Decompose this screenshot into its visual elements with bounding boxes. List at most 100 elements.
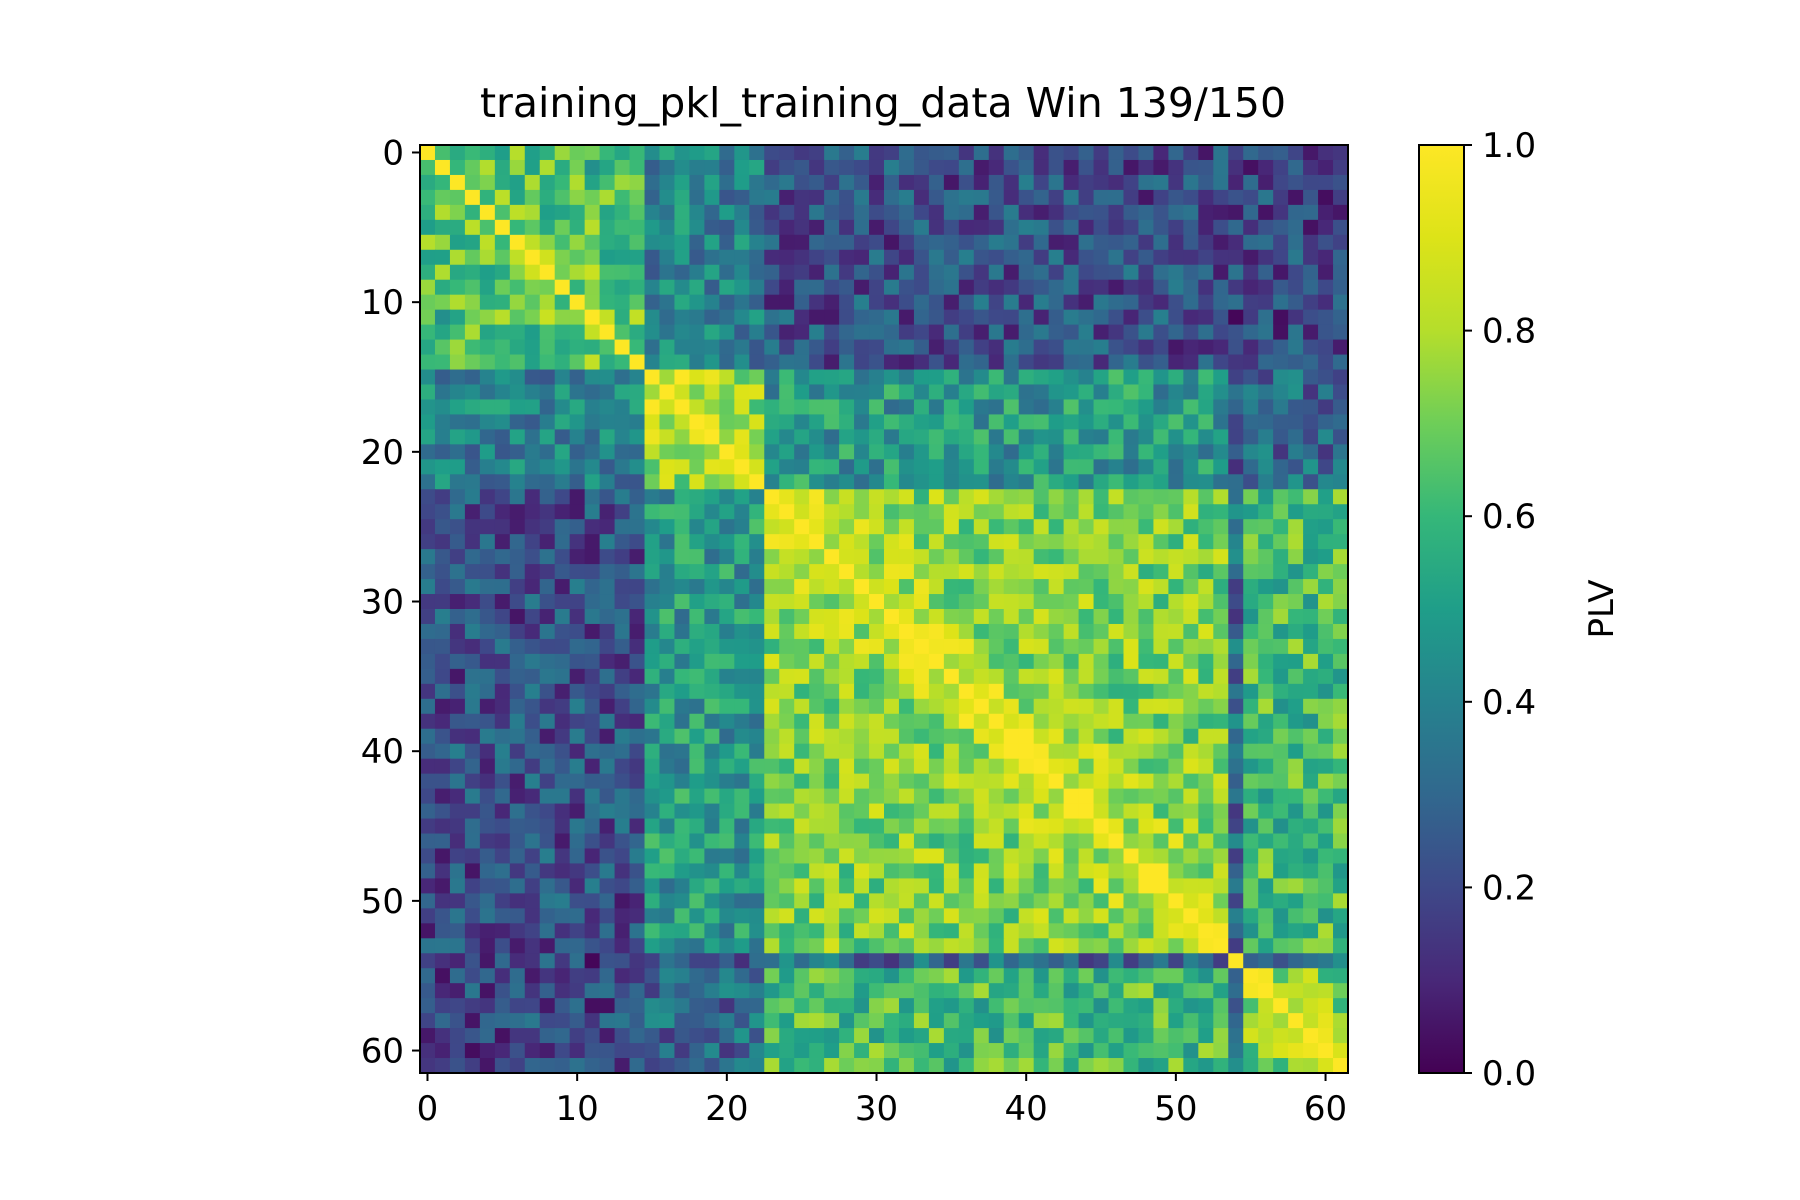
heatmap-cell [734,638,750,655]
heatmap-cell [689,399,705,416]
heatmap-cell [1303,309,1319,326]
heatmap-cell [1168,429,1184,445]
heatmap-cell [794,803,810,820]
heatmap-cell [1228,519,1244,535]
heatmap-cell [958,609,975,625]
heatmap-cell [614,728,631,745]
heatmap-cell [973,159,990,176]
heatmap-cell [569,938,586,954]
heatmap-cell [839,474,855,490]
heatmap-cell [434,369,451,386]
heatmap-cell [1213,818,1229,835]
heatmap-cell [1018,893,1035,909]
heatmap-cell [988,279,1005,296]
heatmap-cell [898,953,915,969]
heatmap-cell [1138,309,1155,326]
heatmap-cell [824,324,840,341]
heatmap-cell [524,653,541,670]
heatmap-cell [509,998,526,1014]
heatmap-cell [1063,713,1080,730]
heatmap-cell [794,249,810,266]
heatmap-cell [1153,429,1169,445]
heatmap-cell [524,638,541,655]
heatmap-cell [674,309,691,326]
heatmap-cell [809,848,825,865]
heatmap-cell [734,534,750,550]
heatmap-cell [674,623,691,640]
heatmap-cell [1018,489,1035,505]
heatmap-cell [1033,908,1050,924]
heatmap-cell [1243,384,1259,401]
heatmap-cell [1273,758,1289,775]
heatmap-cell [420,698,436,715]
heatmap-cell [554,908,571,924]
heatmap-cell [1288,354,1304,371]
heatmap-cell [898,354,915,371]
heatmap-cell [809,429,825,445]
heatmap-cell [1288,324,1304,341]
heatmap-cell [704,1058,720,1074]
heatmap-cell [1078,908,1095,924]
heatmap-cell [1258,968,1274,984]
heatmap-cell [614,863,631,880]
heatmap-cell [614,249,631,266]
heatmap-cell [644,878,661,894]
heatmap-cell [599,189,616,206]
heatmap-cell [1078,549,1095,565]
heatmap-cell [1138,1043,1155,1059]
heatmap-cell [689,474,705,490]
heatmap-cell [569,264,586,281]
heatmap-cell [764,174,780,191]
heatmap-cell [644,758,661,775]
heatmap-cell [659,249,676,266]
heatmap-cell [839,189,855,206]
heatmap-cell [704,653,720,670]
heatmap-cell [434,698,451,715]
heatmap-cell [494,309,511,326]
heatmap-cell [1198,668,1214,685]
heatmap-cell [779,324,795,341]
heatmap-cell [464,803,481,820]
heatmap-cell [1093,923,1110,939]
heatmap-cell [734,803,750,820]
heatmap-cell [434,249,451,266]
heatmap-cell [1228,1013,1244,1029]
heatmap-cell [1303,384,1319,401]
heatmap-cell [749,189,765,206]
heatmap-cell [569,609,586,625]
heatmap-cell [1123,728,1140,745]
heatmap-cell [734,908,750,924]
heatmap-cell [644,1013,661,1029]
heatmap-cell [1048,519,1065,535]
heatmap-cell [494,294,511,311]
heatmap-cell [1063,953,1080,969]
heatmap-cell [958,549,975,565]
heatmap-cell [584,145,601,161]
heatmap-cell [614,459,631,475]
heatmap-cell [973,833,990,850]
heatmap-cell [584,698,601,715]
heatmap-cell [839,264,855,281]
heatmap-cell [1183,908,1199,924]
heatmap-cell [1003,354,1020,371]
heatmap-cell [464,923,481,939]
heatmap-cell [1033,294,1050,311]
heatmap-cell [644,549,661,565]
heatmap-cell [988,369,1005,386]
heatmap-cell [809,623,825,640]
heatmap-cell [869,923,885,939]
heatmap-cell [779,1043,795,1059]
heatmap-cell [1288,623,1304,640]
heatmap-cell [1168,324,1184,341]
heatmap-cell [1198,773,1214,790]
heatmap-cell [434,863,451,880]
heatmap-cell [554,863,571,880]
heatmap-cell [1048,594,1065,610]
heatmap-cell [659,399,676,416]
heatmap-cell [1093,549,1110,565]
heatmap-cell [509,504,526,520]
heatmap-cell [479,159,496,176]
heatmap-cell [1273,638,1289,655]
heatmap-cell [659,354,676,371]
heatmap-cell [884,668,900,685]
